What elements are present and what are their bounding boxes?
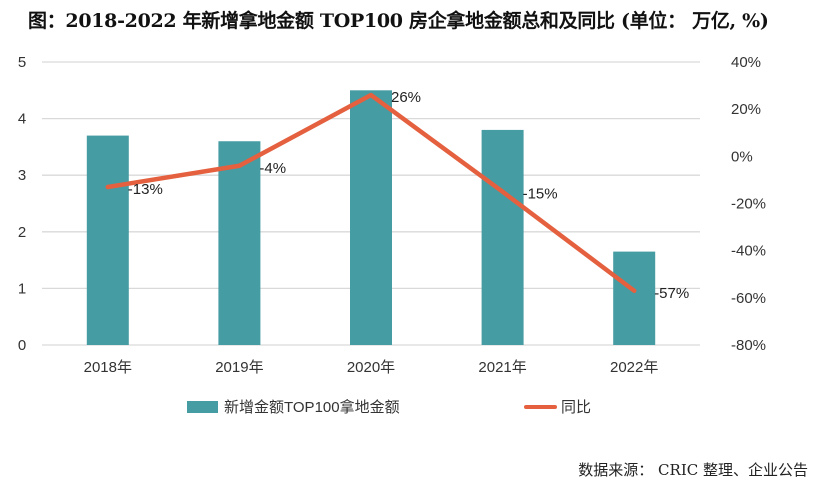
y-left-tick-label: 3 bbox=[18, 167, 26, 184]
legend-swatch-line bbox=[524, 404, 557, 409]
chart-title: 图：2018-2022 年新增拿地金额 TOP100 房企拿地金额总和及同比 (… bbox=[28, 10, 769, 32]
yoy-data-label: -13% bbox=[128, 181, 163, 198]
y-right-tick-label: -80% bbox=[731, 337, 766, 354]
y-right-tick-label: -40% bbox=[731, 243, 766, 260]
yoy-data-label: -15% bbox=[523, 186, 558, 203]
legend-item-line: 同比 bbox=[524, 396, 591, 417]
y-left-tick-label: 5 bbox=[18, 54, 26, 71]
y-right-tick-label: -60% bbox=[731, 290, 766, 307]
y-left-tick-label: 1 bbox=[18, 280, 26, 297]
x-tick-label: 2022年 bbox=[610, 359, 658, 376]
yoy-data-label: 26% bbox=[391, 89, 421, 106]
yoy-data-label: -4% bbox=[259, 160, 286, 177]
legend-item-bar: 新增金额TOP100拿地金额 bbox=[187, 396, 400, 417]
x-tick-label: 2021年 bbox=[478, 359, 526, 376]
bar-2020年 bbox=[350, 90, 392, 345]
y-left-tick-label: 2 bbox=[18, 224, 26, 241]
y-right-tick-label: -20% bbox=[731, 196, 766, 213]
x-tick-label: 2020年 bbox=[347, 359, 395, 376]
y-right-tick-label: 40% bbox=[731, 54, 761, 71]
bar-2018年 bbox=[86, 135, 129, 345]
bar-2022年 bbox=[613, 251, 656, 345]
source-note: 数据来源： CRIC 整理、企业公告 bbox=[578, 461, 808, 479]
legend-label-line: 同比 bbox=[561, 399, 592, 416]
x-tick-label: 2019年 bbox=[215, 359, 263, 376]
bar-2019年 bbox=[218, 141, 261, 345]
y-right-tick-label: 20% bbox=[731, 101, 761, 118]
x-tick-label: 2018年 bbox=[84, 359, 132, 376]
y-left-tick-label: 4 bbox=[18, 111, 26, 128]
bar-2021年 bbox=[481, 129, 524, 345]
y-left-tick-label: 0 bbox=[18, 337, 26, 354]
legend-swatch-bar bbox=[187, 400, 218, 413]
legend-label-bar: 新增金额TOP100拿地金额 bbox=[224, 399, 400, 416]
yoy-data-label: -57% bbox=[654, 285, 689, 302]
legend: 新增金额TOP100拿地金额 同比 bbox=[0, 396, 824, 420]
y-right-tick-label: 0% bbox=[731, 148, 753, 165]
